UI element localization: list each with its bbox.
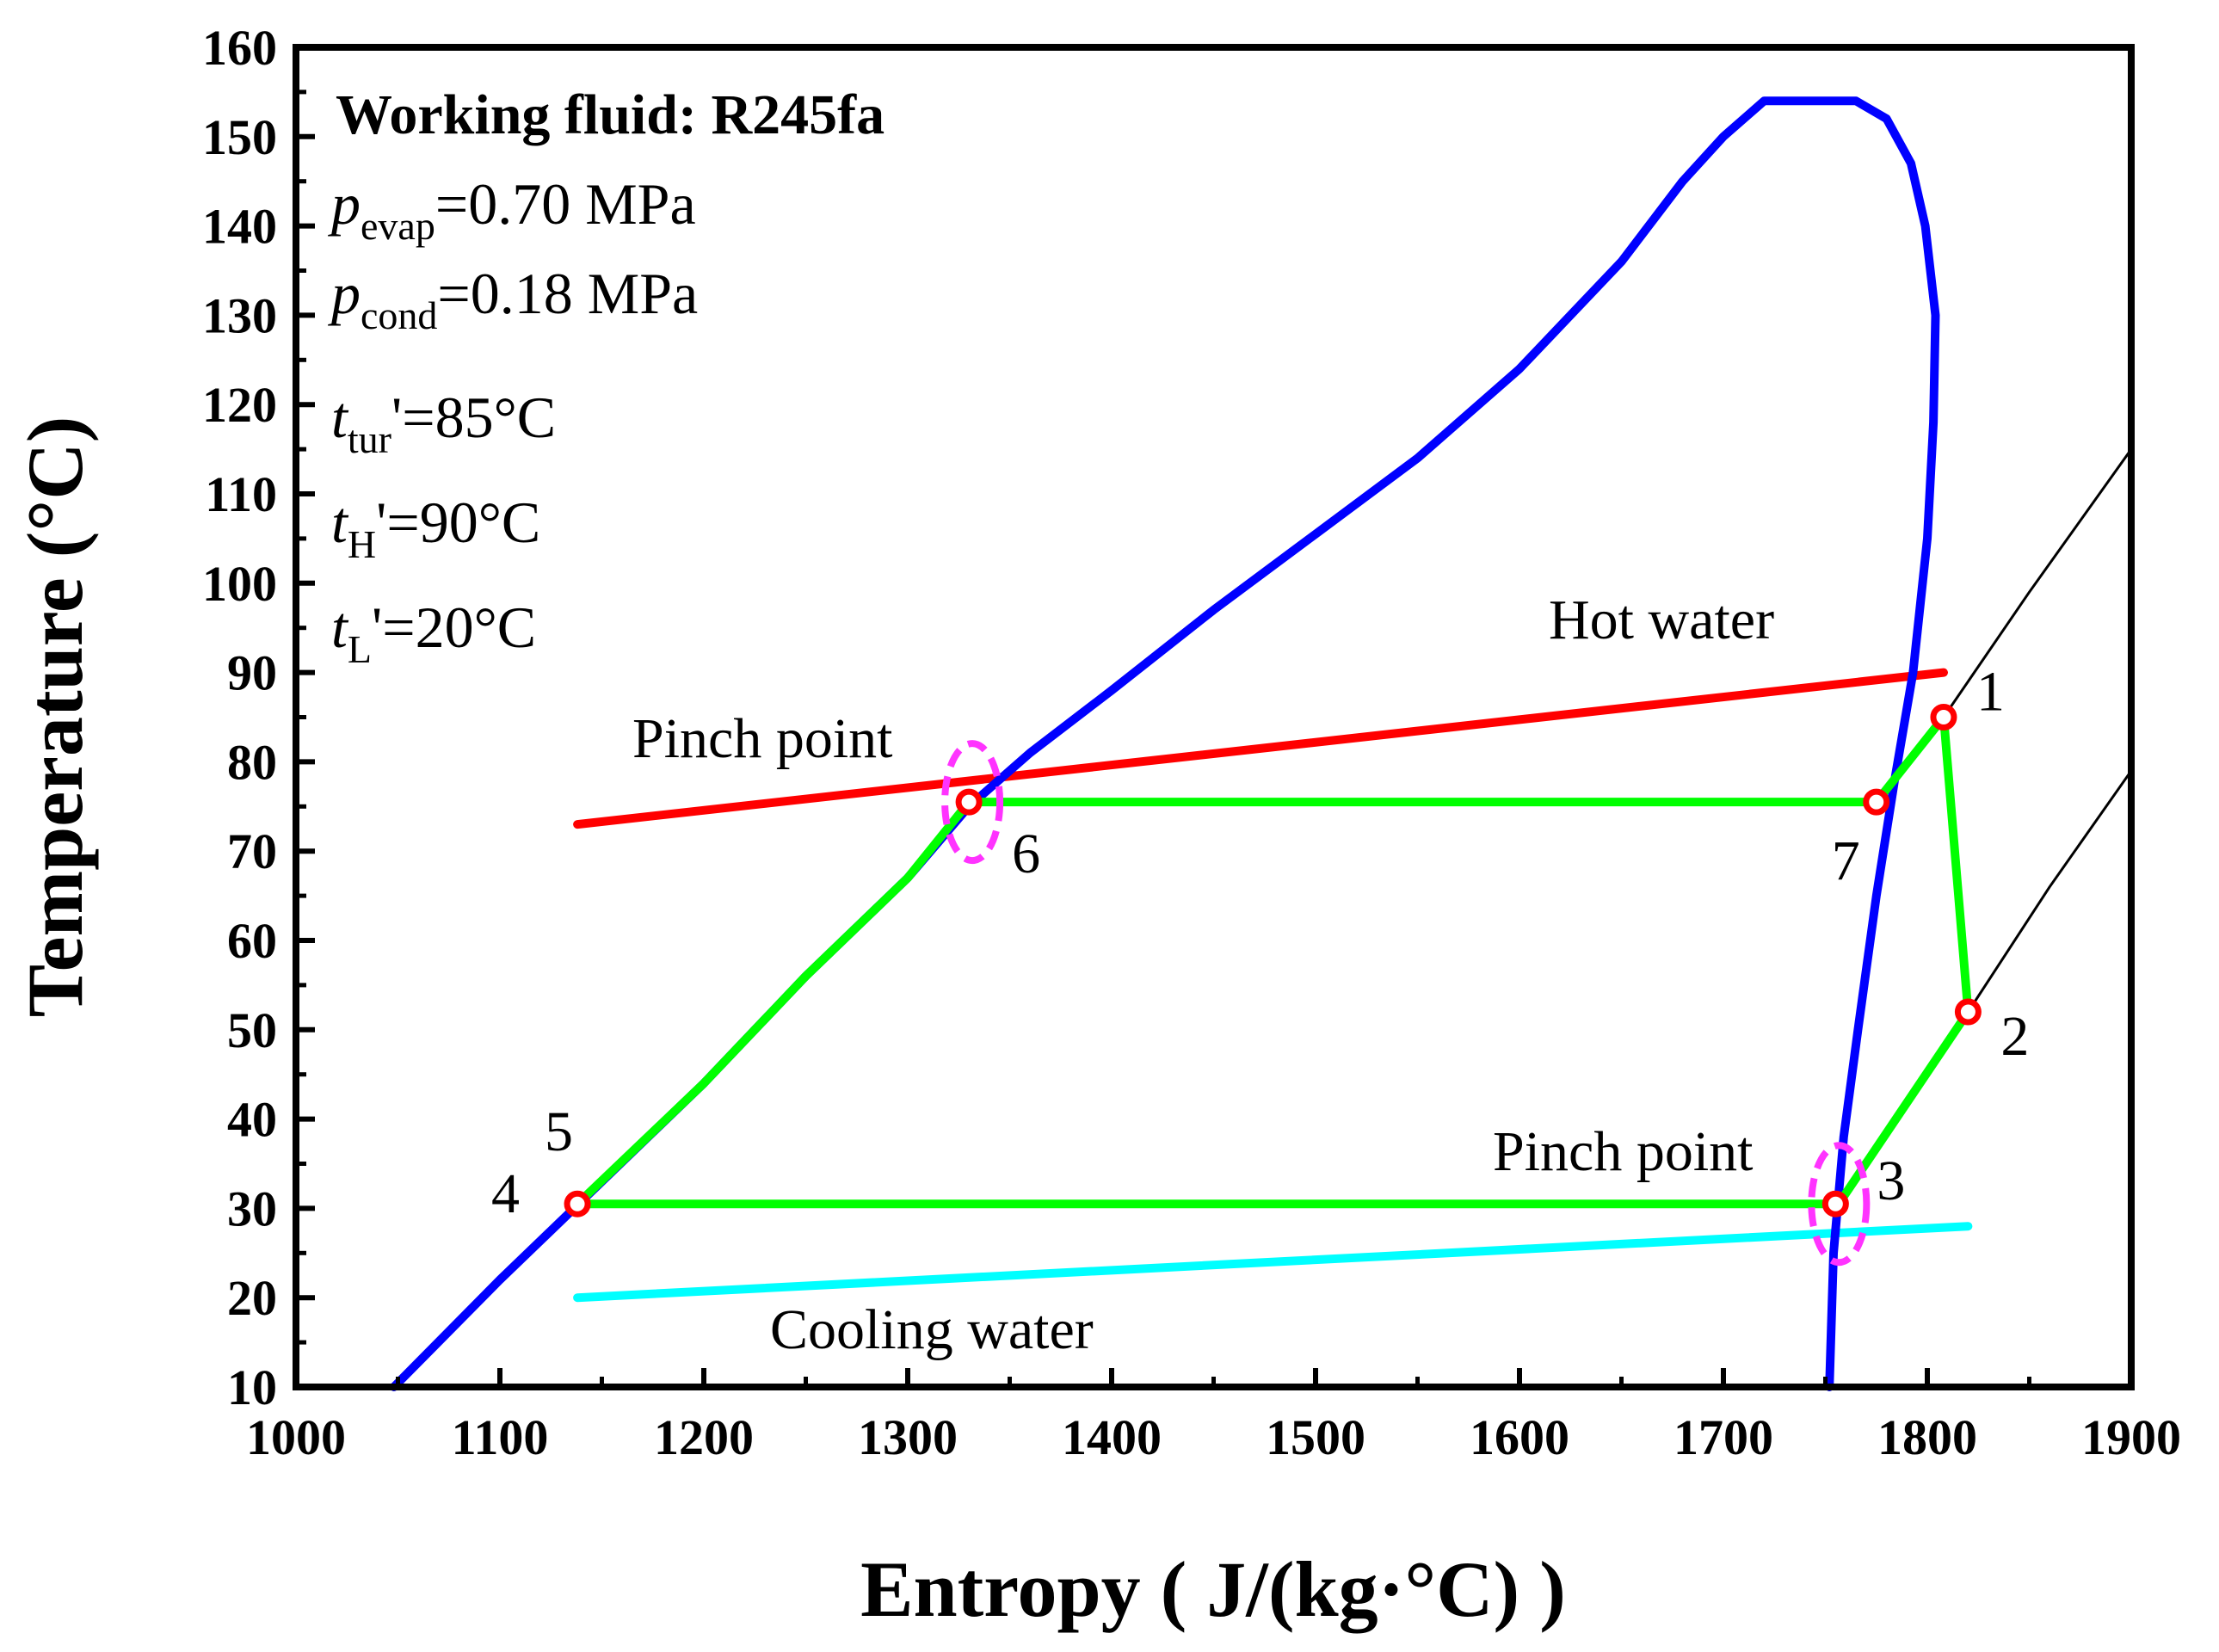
state-point-label-7: 7 — [1832, 829, 1860, 892]
y-tick-label: 70 — [227, 823, 277, 879]
param-t-h: tH'=90°C — [331, 490, 540, 566]
series-cooling-water — [573, 1222, 1973, 1303]
pinch-point-label-lower: Pinch point — [1493, 1120, 1754, 1183]
y-tick-label: 20 — [227, 1270, 277, 1326]
x-tick-label: 1000 — [246, 1409, 346, 1465]
ticks-layer: 1000 1100 1200 1300 1400 1500 1600 1700 1800 1900… — [202, 20, 2181, 1465]
state-point-marker — [1930, 704, 1957, 730]
state-point-label-4: 4 — [491, 1162, 520, 1225]
x-tick-label: 1400 — [1062, 1409, 1162, 1465]
param-t-l: tL'=20°C — [331, 595, 536, 671]
state-point-label-3: 3 — [1877, 1150, 1905, 1212]
x-tick-label: 1700 — [1673, 1409, 1773, 1465]
y-axis-title: Temperature (°C) — [11, 416, 99, 1018]
x-tick-label: 1600 — [1470, 1409, 1569, 1465]
hot-water-label: Hot water — [1549, 589, 1774, 651]
state-point-label-5: 5 — [545, 1100, 573, 1163]
y-tick-label: 40 — [227, 1092, 277, 1148]
series-isobar-low — [1966, 769, 2133, 1014]
param-p-cond: pcond=0.18 MPa — [328, 261, 698, 337]
state-point-marker — [1821, 1190, 1849, 1217]
y-tick-label: 130 — [202, 287, 277, 343]
state-point-marker — [955, 788, 983, 816]
state-point-label-1: 1 — [1976, 661, 2005, 724]
y-tick-label: 160 — [202, 20, 277, 76]
y-tick-label: 150 — [202, 109, 277, 165]
y-tick-label: 90 — [227, 645, 277, 701]
y-tick-label: 30 — [227, 1180, 277, 1236]
state-point-marker — [564, 1190, 591, 1217]
plot-frame — [293, 44, 2135, 1390]
x-tick-label: 1800 — [1877, 1409, 1977, 1465]
y-tick-label: 80 — [227, 734, 277, 790]
x-tick-label: 1100 — [452, 1409, 549, 1465]
y-tick-label: 100 — [202, 556, 277, 612]
parameter-list: pevap=0.70 MPa pcond=0.18 MPa ttur'=85°C… — [328, 171, 698, 671]
state-point-marker — [1954, 998, 1982, 1026]
working-fluid-heading: Working fluid: R245fa — [336, 83, 885, 146]
state-point-label-2: 2 — [2000, 1005, 2029, 1068]
pinch-region-upper — [941, 740, 1004, 865]
state-point-label-6: 6 — [1012, 823, 1040, 885]
pinch-point-label-upper: Pinch point — [632, 707, 893, 770]
y-tick-label: 110 — [205, 466, 277, 522]
x-tick-label: 1500 — [1266, 1409, 1365, 1465]
y-tick-label: 60 — [227, 913, 277, 969]
y-tick-label: 120 — [202, 377, 277, 433]
cooling-water-label: Cooling water — [770, 1298, 1094, 1361]
x-tick-label: 1200 — [654, 1409, 754, 1465]
series-isobar-high — [1942, 447, 2133, 718]
pinch-region-lower — [1808, 1142, 1871, 1267]
x-tick-label: 1900 — [2081, 1409, 2181, 1465]
series-hot-water — [573, 668, 1948, 829]
x-axis-title: Entropy ( J/(kg·°C) ) — [860, 1545, 1566, 1633]
points-layer: 1 2 3 45 6 7 — [491, 661, 2029, 1267]
y-tick-label: 10 — [227, 1359, 277, 1415]
state-point-marker — [1863, 788, 1890, 816]
y-tick-label: 140 — [202, 199, 277, 255]
param-p-evap: pevap=0.70 MPa — [328, 171, 696, 248]
param-t-tur: ttur'=85°C — [331, 385, 556, 461]
y-tick-label: 50 — [227, 1002, 277, 1058]
x-tick-label: 1300 — [858, 1409, 958, 1465]
